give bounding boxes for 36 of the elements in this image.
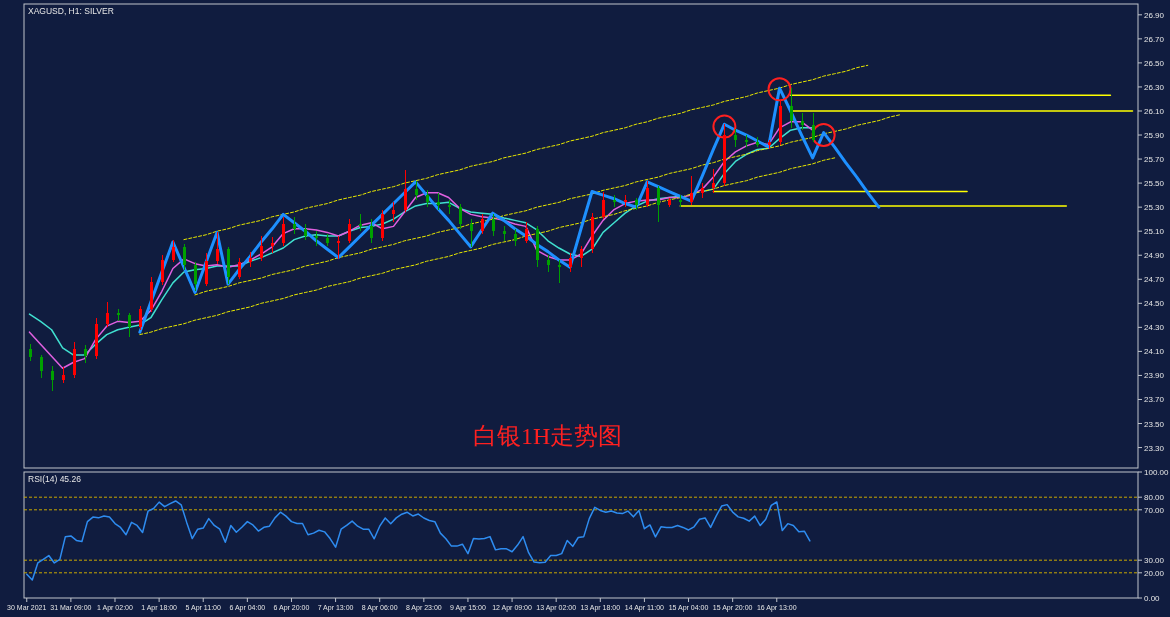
y-tick-label: 23.70 [1144,395,1165,405]
y-tick-label: 100.00 [1144,468,1170,477]
y-tick-label: 25.30 [1144,203,1165,213]
y-tick-label: 0.00 [1144,594,1161,603]
y-tick-label: 24.70 [1144,275,1165,285]
y-tick-label: 26.70 [1144,34,1165,44]
point [811,123,836,148]
y-tick-label: 25.90 [1144,131,1165,141]
y-tick-label: 25.10 [1144,227,1165,237]
y-tick-label: 20.00 [1144,568,1165,578]
y-tick-label: 24.50 [1144,299,1165,309]
y-tick-label: 26.50 [1144,58,1165,68]
point [712,114,737,139]
y-tick-label: 30.00 [1144,556,1165,566]
y-tick-label: 24.30 [1144,323,1165,333]
y-tick-label: 25.70 [1144,155,1165,165]
y-tick-label: 23.30 [1144,443,1165,453]
candlestick [337,236,340,259]
y-tick-label: 80.00 [1144,493,1165,503]
y-tick-label: 70.00 [1144,505,1165,515]
y-tick-label: 23.50 [1144,419,1165,429]
y-tick-label: 26.30 [1144,82,1165,92]
candlestick [448,200,451,214]
chart-title: RSI(14) 45.26 [28,474,82,484]
y-tick-label: 24.10 [1144,347,1165,357]
y-tick-label: 24.90 [1144,251,1165,261]
candlestick [359,214,362,231]
annotation: 白银1H走势图 [472,423,623,449]
point [767,77,792,102]
chart-title: XAGUSD, H1: SILVER [28,6,114,16]
y-tick-label: 26.10 [1144,106,1165,116]
y-tick-label: 25.50 [1144,179,1165,189]
y-tick-label: 23.90 [1144,371,1165,381]
y-tick-label: 26.90 [1144,10,1165,20]
candlestick [558,260,561,283]
candlestick [315,231,318,246]
